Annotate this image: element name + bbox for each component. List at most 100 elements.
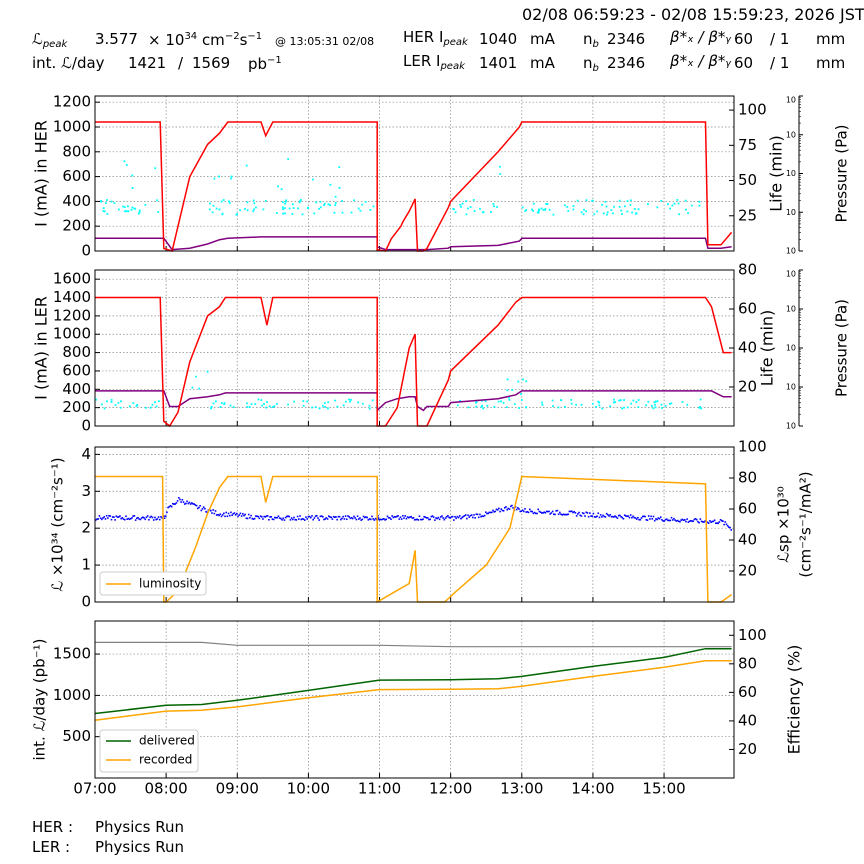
- specific-lum-point: [302, 518, 305, 521]
- specific-lum-point: [144, 518, 147, 521]
- specific-lum-point: [473, 514, 475, 516]
- ler-pressure-point: [287, 403, 289, 406]
- ler-pressure-high-point: [506, 378, 509, 381]
- specific-lum-point: [249, 516, 251, 519]
- her-pressure-point: [493, 205, 495, 208]
- her-pressure-point: [536, 211, 539, 214]
- ler-pressure-point: [271, 406, 274, 409]
- ler-pressure-point: [110, 401, 113, 403]
- her-pressure-point: [262, 208, 265, 211]
- specific-lum-point: [461, 516, 463, 519]
- specific-lum-point: [536, 512, 538, 515]
- specific-lum-point: [611, 515, 614, 518]
- specific-lum-point: [669, 519, 672, 522]
- specific-lum-point: [531, 510, 533, 513]
- specific-lum-point: [365, 516, 367, 518]
- specific-lum-point: [658, 517, 661, 520]
- ler-pressure-point: [700, 407, 702, 410]
- specific-lum-point: [378, 518, 380, 521]
- specific-lum-point: [424, 516, 427, 518]
- specific-lum-point: [695, 518, 698, 521]
- ler-pressure-point: [263, 402, 266, 405]
- her-pressure-point: [567, 210, 570, 212]
- her-pressure-point: [313, 212, 316, 215]
- specific-lum-point: [362, 515, 365, 518]
- ptick-label-1-0: 10: [786, 270, 796, 279]
- specific-lum-point: [455, 517, 458, 520]
- her-pressure-point: [629, 203, 632, 206]
- her-pressure-point: [102, 207, 105, 209]
- specific-lum-point: [464, 514, 467, 516]
- her-pressure-high-point: [213, 177, 216, 180]
- her-pressure-point: [591, 200, 594, 202]
- ler-pressure-high-point: [191, 386, 194, 389]
- ler-pressure-point: [95, 398, 98, 401]
- ytick-label-0-1: 200: [62, 217, 91, 235]
- specific-lum-point: [533, 511, 536, 514]
- her-pressure-point: [684, 199, 687, 202]
- ler-pressure-point: [248, 406, 251, 408]
- specific-lum-point: [450, 516, 453, 518]
- specific-lum-point: [406, 516, 409, 518]
- ler-pressure-high-point: [517, 380, 520, 383]
- pressure-axis-label-1: Pressure (Pa): [833, 299, 851, 397]
- specific-lum-point: [726, 525, 729, 527]
- ytick-label-0-6: 1200: [53, 93, 91, 111]
- ptick-label-1-2: 10: [786, 344, 796, 353]
- her-pressure-point: [144, 204, 147, 206]
- ler-pressure-point: [348, 398, 350, 401]
- panel-frame-0: [94, 95, 735, 252]
- specific-lum-point: [443, 518, 446, 521]
- specific-lum-point: [120, 517, 122, 520]
- specific-lum-point: [305, 516, 307, 518]
- ler-pressure-point: [357, 401, 360, 404]
- her-pressure-point: [678, 213, 680, 216]
- specific-lum-point: [369, 518, 372, 521]
- specific-lum-point: [115, 515, 118, 518]
- her-current-line: [95, 121, 733, 252]
- ler-pressure-high-point: [508, 396, 510, 399]
- her-pressure-point: [372, 205, 375, 208]
- specific-lum-point: [506, 508, 508, 511]
- x-tick-label-8: 15:00: [642, 780, 685, 798]
- specific-lum-point: [367, 519, 370, 521]
- specific-lum-point: [142, 516, 144, 519]
- specific-lum-point: [192, 503, 194, 505]
- ler-pressure-point: [637, 399, 640, 401]
- ler-pressure-point: [481, 399, 483, 402]
- specific-lum-point: [617, 514, 620, 517]
- specific-lum-point: [213, 512, 216, 515]
- specific-lum-point: [179, 498, 181, 501]
- ler-pressure-point: [502, 401, 505, 404]
- specific-lum-point: [294, 518, 297, 521]
- her-pressure-high-point: [280, 188, 283, 191]
- her-pressure-point: [122, 205, 125, 208]
- ler-pressure-point: [613, 401, 615, 404]
- x-tick-label-1: 08:00: [145, 780, 188, 798]
- her-pressure-group-0: [100, 198, 701, 216]
- ler-pressure-point: [481, 404, 484, 407]
- her-pressure-point: [138, 211, 141, 214]
- specific-lum-point: [234, 514, 237, 516]
- her-pressure-point: [671, 204, 674, 207]
- ler-pressure-point: [100, 403, 103, 406]
- specific-lum-point: [686, 518, 688, 520]
- her-pressure-point: [583, 208, 585, 211]
- specific-lum-point: [339, 518, 342, 521]
- specific-lum-point: [730, 529, 733, 531]
- specific-lum-point: [150, 515, 153, 518]
- specific-lum-point: [639, 518, 642, 521]
- ytick-label-0-5: 1000: [53, 118, 91, 136]
- specific-lum-point: [638, 518, 640, 521]
- specific-lum-point: [154, 516, 156, 519]
- specific-lum-point: [508, 508, 511, 510]
- ler-pressure-point: [520, 399, 523, 401]
- specific-lum-point: [343, 518, 346, 520]
- her-pressure-point: [282, 212, 285, 215]
- specific-lum-point: [391, 515, 393, 517]
- specific-lum-point: [256, 515, 258, 518]
- ler-pressure-point: [564, 406, 566, 408]
- specific-lum-point: [589, 512, 591, 514]
- specific-lum-point: [290, 517, 293, 519]
- ytick-label-1-0: 0: [81, 417, 91, 435]
